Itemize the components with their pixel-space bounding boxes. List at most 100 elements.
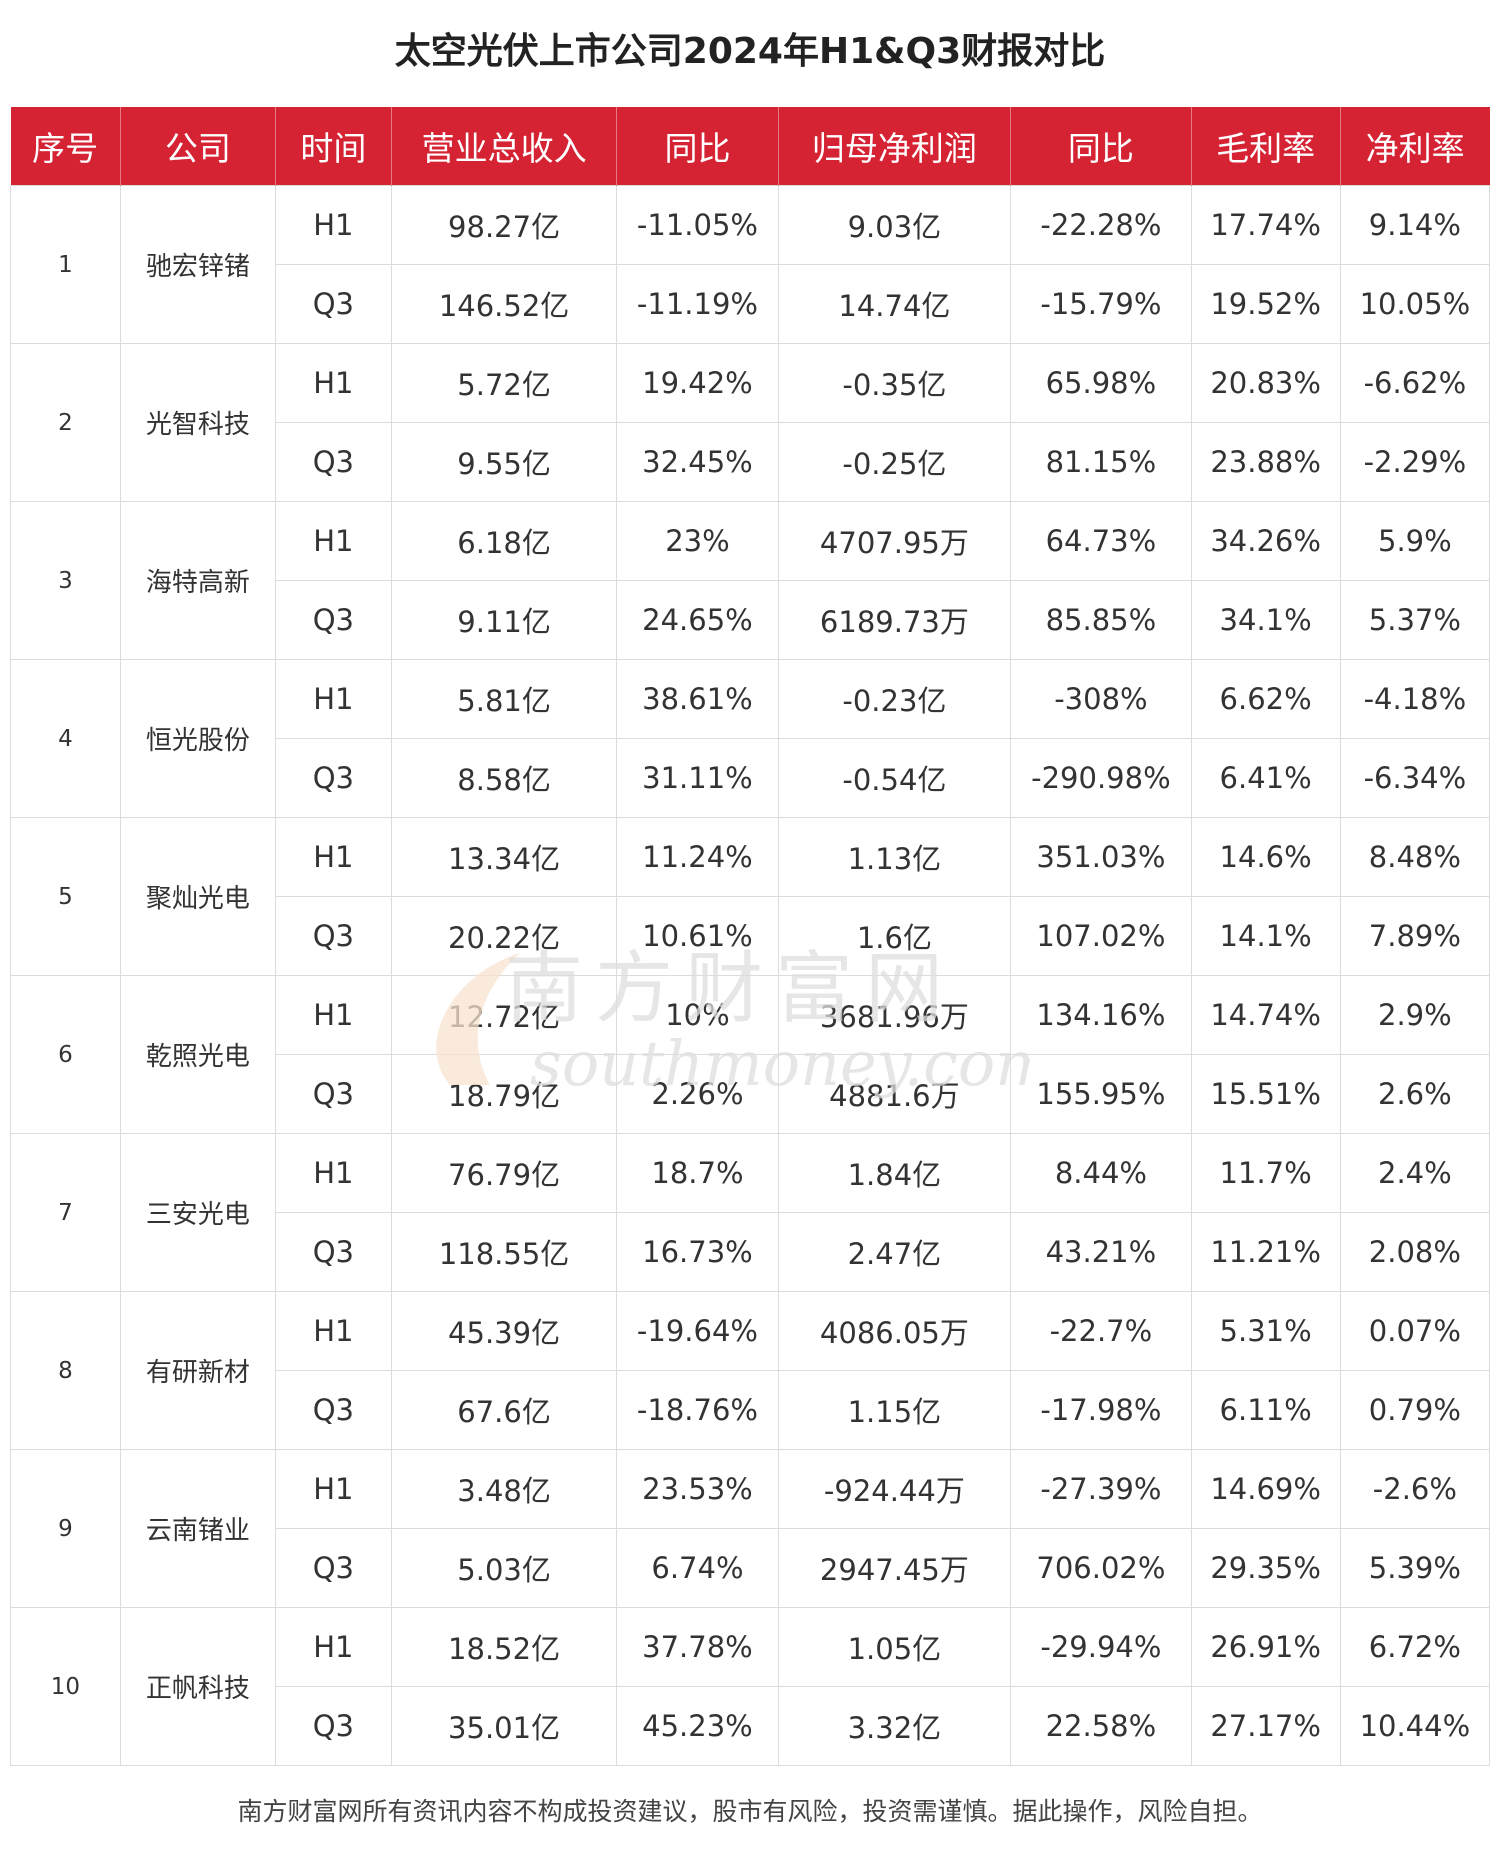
table-row: 1 驰宏锌锗 H1 98.27亿 -11.05% 9.03亿 -22.28% 17.74% 9.… xyxy=(10,185,1491,344)
net-margin-cell: 5.37% xyxy=(1339,580,1491,660)
rank-cell: 6 xyxy=(10,975,121,1134)
revenue-yoy-cell: 10.61% xyxy=(616,896,779,976)
revenue-yoy-cell: -19.64% xyxy=(616,1291,779,1371)
net-profit-cell: 3.32亿 xyxy=(777,1686,1012,1766)
header-revenue: 营业总收入 xyxy=(391,107,618,186)
disclaimer-footer: 南方财富网所有资讯内容不构成投资建议，股市有风险，投资需谨慎。据此操作，风险自担… xyxy=(237,1797,1263,1826)
period-cell: H1 xyxy=(274,1607,392,1687)
profit-yoy-cell: -27.39% xyxy=(1010,1449,1192,1529)
company-cell: 恒光股份 xyxy=(119,659,276,818)
revenue-cell: 35.01亿 xyxy=(390,1686,618,1766)
gross-margin-cell: 11.7% xyxy=(1190,1133,1341,1213)
net-margin-cell: 2.4% xyxy=(1339,1133,1491,1213)
profit-yoy-cell: -22.7% xyxy=(1010,1291,1192,1371)
gross-margin-cell: 6.41% xyxy=(1190,738,1341,818)
net-profit-cell: 2947.45万 xyxy=(777,1528,1012,1608)
net-margin-cell: 10.44% xyxy=(1339,1686,1491,1766)
net-margin-cell: 2.6% xyxy=(1339,1054,1491,1134)
gross-margin-cell: 26.91% xyxy=(1190,1607,1341,1687)
table-row: 3 海特高新 H1 6.18亿 23% 4707.95万 64.73% 34.26% 5.9% xyxy=(10,501,1491,660)
gross-margin-cell: 27.17% xyxy=(1190,1686,1341,1766)
gross-margin-cell: 15.51% xyxy=(1190,1054,1341,1134)
net-margin-cell: 2.9% xyxy=(1339,975,1491,1055)
rank-cell: 7 xyxy=(10,1133,121,1292)
profit-yoy-cell: -15.79% xyxy=(1010,264,1192,344)
net-profit-cell: 4881.6万 xyxy=(777,1054,1012,1134)
profit-yoy-cell: -17.98% xyxy=(1010,1370,1192,1450)
net-profit-cell: -0.35亿 xyxy=(777,343,1012,423)
company-cell: 乾照光电 xyxy=(119,975,276,1134)
table-row: 6 乾照光电 H1 12.72亿 10% 3681.96万 134.16% 14.74% 2.9… xyxy=(10,975,1491,1134)
net-profit-cell: 4707.95万 xyxy=(777,501,1012,581)
revenue-yoy-cell: -11.05% xyxy=(616,185,779,265)
profit-yoy-cell: 65.98% xyxy=(1010,343,1192,423)
net-margin-cell: -6.62% xyxy=(1339,343,1491,423)
revenue-yoy-cell: 18.7% xyxy=(616,1133,779,1213)
net-margin-cell: 0.79% xyxy=(1339,1370,1491,1450)
profit-yoy-cell: 22.58% xyxy=(1010,1686,1192,1766)
gross-margin-cell: 23.88% xyxy=(1190,422,1341,502)
header-net-profit: 归母净利润 xyxy=(778,107,1012,186)
gross-margin-cell: 34.1% xyxy=(1190,580,1341,660)
profit-yoy-cell: 107.02% xyxy=(1010,896,1192,976)
revenue-cell: 67.6亿 xyxy=(390,1370,618,1450)
rank-cell: 9 xyxy=(10,1449,121,1608)
table-row: 8 有研新材 H1 45.39亿 -19.64% 4086.05万 -22.7% 5.31% 0… xyxy=(10,1291,1491,1450)
net-margin-cell: -4.18% xyxy=(1339,659,1491,739)
revenue-cell: 118.55亿 xyxy=(390,1212,618,1292)
revenue-yoy-cell: -11.19% xyxy=(616,264,779,344)
profit-yoy-cell: 351.03% xyxy=(1010,817,1192,897)
revenue-yoy-cell: 6.74% xyxy=(616,1528,779,1608)
rank-cell: 8 xyxy=(10,1291,121,1450)
period-cell: H1 xyxy=(274,1133,392,1213)
revenue-cell: 5.03亿 xyxy=(390,1528,618,1608)
table-row: Q3 18.79亿 2.26% 4881.6万 155.95% 15.51% 2.6% xyxy=(11,1054,1491,1134)
period-cell: H1 xyxy=(274,185,392,265)
company-cell: 海特高新 xyxy=(119,501,276,660)
net-profit-cell: 1.05亿 xyxy=(777,1607,1012,1687)
header-company: 公司 xyxy=(120,107,276,186)
gross-margin-cell: 5.31% xyxy=(1190,1291,1341,1371)
table-row: 9 云南锗业 H1 3.48亿 23.53% -924.44万 -27.39% 14.69% -… xyxy=(10,1449,1491,1608)
rank-cell: 2 xyxy=(10,343,121,502)
net-margin-cell: 8.48% xyxy=(1339,817,1491,897)
net-profit-cell: 6189.73万 xyxy=(777,580,1012,660)
revenue-cell: 6.18亿 xyxy=(390,501,618,581)
revenue-cell: 146.52亿 xyxy=(390,264,618,344)
header-profit-yoy: 同比 xyxy=(1010,107,1192,186)
revenue-yoy-cell: 31.11% xyxy=(616,738,779,818)
revenue-cell: 18.52亿 xyxy=(390,1607,618,1687)
gross-margin-cell: 14.6% xyxy=(1190,817,1341,897)
financial-comparison-table: 序号 公司 时间 营业总收入 同比 归母净利润 同比 毛利率 净利率 1 驰宏锌锗… xyxy=(10,107,1491,1766)
table-row: Q3 8.58亿 31.11% -0.54亿 -290.98% 6.41% -6.34% xyxy=(11,738,1491,818)
gross-margin-cell: 17.74% xyxy=(1190,185,1341,265)
profit-yoy-cell: -308% xyxy=(1010,659,1192,739)
revenue-cell: 9.11亿 xyxy=(390,580,618,660)
profit-yoy-cell: -29.94% xyxy=(1010,1607,1192,1687)
revenue-yoy-cell: 23% xyxy=(616,501,779,581)
period-cell: H1 xyxy=(274,343,392,423)
period-cell: H1 xyxy=(274,817,392,897)
revenue-yoy-cell: -18.76% xyxy=(616,1370,779,1450)
profit-yoy-cell: 85.85% xyxy=(1010,580,1192,660)
rank-cell: 5 xyxy=(10,817,121,976)
revenue-cell: 98.27亿 xyxy=(390,185,618,265)
revenue-cell: 3.48亿 xyxy=(390,1449,618,1529)
gross-margin-cell: 6.11% xyxy=(1190,1370,1341,1450)
gross-margin-cell: 14.1% xyxy=(1190,896,1341,976)
period-cell: Q3 xyxy=(274,1054,392,1134)
revenue-cell: 20.22亿 xyxy=(390,896,618,976)
profit-yoy-cell: 43.21% xyxy=(1010,1212,1192,1292)
table-header-row: 序号 公司 时间 营业总收入 同比 归母净利润 同比 毛利率 净利率 xyxy=(10,107,1490,186)
company-cell: 云南锗业 xyxy=(119,1449,276,1608)
net-profit-cell: 1.6亿 xyxy=(777,896,1012,976)
net-profit-cell: 1.84亿 xyxy=(777,1133,1012,1213)
net-profit-cell: 1.15亿 xyxy=(777,1370,1012,1450)
header-period: 时间 xyxy=(275,107,392,186)
net-margin-cell: 10.05% xyxy=(1339,264,1491,344)
company-cell: 光智科技 xyxy=(119,343,276,502)
revenue-yoy-cell: 45.23% xyxy=(616,1686,779,1766)
net-margin-cell: -2.29% xyxy=(1339,422,1491,502)
profit-yoy-cell: 8.44% xyxy=(1010,1133,1192,1213)
table-row: Q3 67.6亿 -18.76% 1.15亿 -17.98% 6.11% 0.79% xyxy=(11,1370,1491,1450)
